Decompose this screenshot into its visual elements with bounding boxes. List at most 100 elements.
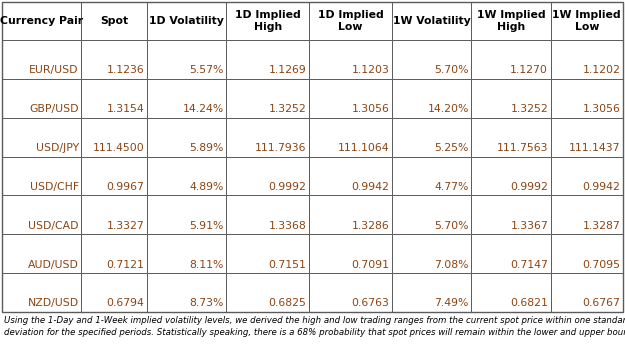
Text: 1.3252: 1.3252 xyxy=(510,104,548,114)
Text: 5.91%: 5.91% xyxy=(189,221,224,231)
Bar xyxy=(147,40,226,79)
Text: 0.7151: 0.7151 xyxy=(269,260,306,270)
Bar xyxy=(81,273,147,312)
Bar xyxy=(551,79,623,118)
Bar xyxy=(471,195,551,234)
Bar xyxy=(471,234,551,273)
Bar xyxy=(471,40,551,79)
Text: 1.3367: 1.3367 xyxy=(510,221,548,231)
Text: 14.24%: 14.24% xyxy=(182,104,224,114)
Bar xyxy=(147,157,226,195)
Bar xyxy=(309,79,392,118)
Text: 0.9967: 0.9967 xyxy=(106,182,144,192)
Bar xyxy=(147,118,226,157)
Text: 1.1236: 1.1236 xyxy=(107,65,144,75)
Bar xyxy=(471,157,551,195)
Bar xyxy=(81,2,147,40)
Text: Using the 1-Day and 1-Week implied volatility levels, we derived the high and lo: Using the 1-Day and 1-Week implied volat… xyxy=(4,316,625,325)
Bar xyxy=(226,40,309,79)
Bar xyxy=(2,2,81,40)
Text: NZD/USD: NZD/USD xyxy=(28,299,79,309)
Bar xyxy=(551,157,623,195)
Bar xyxy=(81,157,147,195)
Bar xyxy=(309,2,392,40)
Text: 0.6821: 0.6821 xyxy=(510,299,548,309)
Text: 8.11%: 8.11% xyxy=(189,260,224,270)
Text: 1.3368: 1.3368 xyxy=(269,221,306,231)
Bar xyxy=(309,118,392,157)
Text: 111.7936: 111.7936 xyxy=(255,143,306,153)
Text: 0.7091: 0.7091 xyxy=(351,260,389,270)
Text: Currency Pair: Currency Pair xyxy=(0,16,83,26)
Bar xyxy=(226,195,309,234)
Text: USD/CHF: USD/CHF xyxy=(30,182,79,192)
Text: 0.9992: 0.9992 xyxy=(510,182,548,192)
Bar xyxy=(2,273,81,312)
Text: 1D Implied
High: 1D Implied High xyxy=(235,10,301,32)
Text: 5.89%: 5.89% xyxy=(189,143,224,153)
Bar xyxy=(2,157,81,195)
Text: 1.3056: 1.3056 xyxy=(582,104,621,114)
Text: deviation for the specified periods. Statistically speaking, there is a 68% prob: deviation for the specified periods. Sta… xyxy=(4,328,625,337)
Bar xyxy=(392,273,471,312)
Text: 5.25%: 5.25% xyxy=(434,143,469,153)
Bar xyxy=(392,79,471,118)
Text: 1.3252: 1.3252 xyxy=(269,104,306,114)
Bar xyxy=(2,118,81,157)
Bar xyxy=(471,79,551,118)
Text: 1W Implied
High: 1W Implied High xyxy=(476,10,545,32)
Text: 0.7121: 0.7121 xyxy=(106,260,144,270)
Bar xyxy=(392,157,471,195)
Bar xyxy=(309,157,392,195)
Bar xyxy=(551,118,623,157)
Text: 0.7147: 0.7147 xyxy=(510,260,548,270)
Bar xyxy=(551,2,623,40)
Text: 5.57%: 5.57% xyxy=(189,65,224,75)
Bar xyxy=(147,273,226,312)
Text: 0.6794: 0.6794 xyxy=(106,299,144,309)
Bar xyxy=(309,195,392,234)
Bar xyxy=(392,118,471,157)
Bar xyxy=(309,273,392,312)
Text: 1D Implied
Low: 1D Implied Low xyxy=(318,10,383,32)
Text: 111.1437: 111.1437 xyxy=(569,143,621,153)
Text: 111.4500: 111.4500 xyxy=(92,143,144,153)
Text: 0.7095: 0.7095 xyxy=(582,260,621,270)
Text: AUD/USD: AUD/USD xyxy=(28,260,79,270)
Bar xyxy=(226,2,309,40)
Bar xyxy=(471,2,551,40)
Text: 1.3287: 1.3287 xyxy=(582,221,621,231)
Bar xyxy=(81,234,147,273)
Bar xyxy=(2,79,81,118)
Bar xyxy=(551,40,623,79)
Text: 1.3056: 1.3056 xyxy=(351,104,389,114)
Bar xyxy=(2,195,81,234)
Text: 5.70%: 5.70% xyxy=(434,65,469,75)
Text: Spot: Spot xyxy=(100,16,128,26)
Bar xyxy=(309,234,392,273)
Text: 1.1269: 1.1269 xyxy=(269,65,306,75)
Text: EUR/USD: EUR/USD xyxy=(29,65,79,75)
Bar xyxy=(226,157,309,195)
Text: 14.20%: 14.20% xyxy=(428,104,469,114)
Text: 7.49%: 7.49% xyxy=(434,299,469,309)
Bar xyxy=(471,118,551,157)
Bar xyxy=(392,195,471,234)
Bar xyxy=(226,118,309,157)
Bar xyxy=(392,234,471,273)
Bar xyxy=(551,195,623,234)
Bar xyxy=(81,40,147,79)
Text: 4.89%: 4.89% xyxy=(189,182,224,192)
Bar xyxy=(551,234,623,273)
Text: 0.9942: 0.9942 xyxy=(582,182,621,192)
Bar xyxy=(392,40,471,79)
Text: 1D Volatility: 1D Volatility xyxy=(149,16,224,26)
Bar xyxy=(147,195,226,234)
Text: 1.1202: 1.1202 xyxy=(582,65,621,75)
Text: 0.6763: 0.6763 xyxy=(351,299,389,309)
Bar xyxy=(2,40,81,79)
Text: 0.9942: 0.9942 xyxy=(351,182,389,192)
Bar xyxy=(551,273,623,312)
Text: 1W Implied
Low: 1W Implied Low xyxy=(552,10,621,32)
Bar xyxy=(471,273,551,312)
